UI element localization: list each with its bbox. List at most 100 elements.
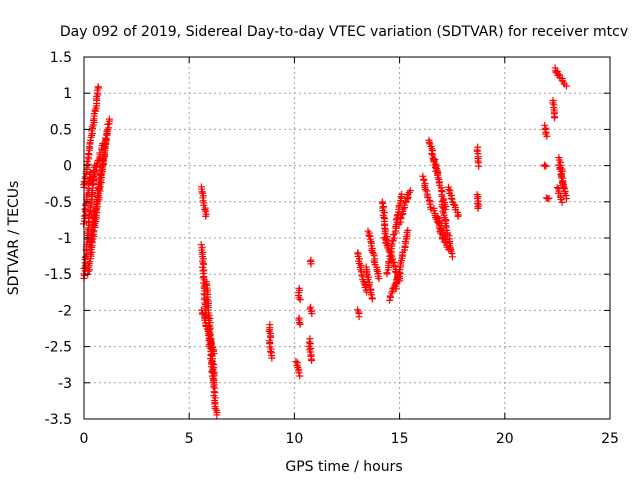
y-tick-label: 0 [63, 159, 72, 175]
data-point [553, 184, 561, 192]
data-point [541, 161, 549, 169]
x-tick-label: 0 [80, 431, 89, 447]
data-point [428, 150, 436, 158]
data-point [81, 173, 89, 181]
data-point [474, 157, 482, 165]
data-point [201, 206, 209, 214]
data-point [475, 201, 483, 209]
data-point [200, 260, 208, 268]
data-point [295, 319, 303, 327]
data-point [81, 253, 89, 261]
data-point [99, 140, 107, 148]
data-point [563, 195, 571, 203]
data-point [87, 136, 95, 144]
data-point [91, 167, 99, 175]
y-tick-label: -2 [58, 303, 72, 319]
data-point [292, 357, 300, 365]
data-point [557, 171, 565, 179]
data-point [295, 369, 303, 377]
x-tick-label: 20 [496, 431, 514, 447]
data-point [99, 161, 107, 169]
data-point [91, 209, 99, 217]
y-tick-label: 0.5 [50, 122, 72, 138]
data-point [454, 212, 462, 220]
data-point [213, 411, 221, 419]
axis-ticks: 0 5 10 15 20 25 -3.5 -3 -2.5 -2 -1.5 -1 -0.5 0 0.5 1 1.5 [45, 50, 619, 447]
data-point [209, 383, 217, 391]
y-axis-label: SDTVAR / TECUs [6, 181, 22, 296]
data-point [433, 218, 441, 226]
data-point [448, 253, 456, 261]
grid [84, 57, 610, 419]
data-point [404, 226, 412, 234]
data-point [424, 194, 432, 202]
data-point [475, 162, 483, 170]
data-point [435, 224, 443, 232]
data-point [308, 356, 316, 364]
data-point [560, 183, 568, 191]
x-tick-label: 25 [601, 431, 619, 447]
data-point [105, 115, 113, 123]
x-tick-label: 15 [391, 431, 409, 447]
data-point [267, 333, 275, 341]
data-point [104, 120, 112, 128]
y-tick-label: -2.5 [45, 340, 72, 356]
data-point [355, 313, 363, 321]
data-point [368, 291, 376, 299]
data-point [94, 157, 102, 165]
data-point [375, 275, 383, 283]
data-point [365, 231, 373, 239]
data-point [103, 130, 111, 138]
data-point [386, 292, 394, 300]
data-point [431, 213, 439, 221]
data-point [474, 204, 482, 212]
data-point [296, 320, 304, 328]
data-point [85, 150, 93, 158]
data-points [80, 64, 571, 419]
data-point [419, 172, 427, 180]
data-point [86, 258, 94, 266]
data-point [205, 322, 213, 330]
data-point [89, 172, 97, 180]
y-tick-label: -1 [58, 231, 72, 247]
data-point [390, 234, 398, 242]
y-tick-label: -1.5 [45, 267, 72, 283]
y-tick-label: 1.5 [50, 50, 72, 66]
data-point [543, 132, 551, 140]
data-point [369, 248, 377, 256]
data-point [368, 295, 376, 303]
data-point [202, 212, 210, 220]
data-point [447, 194, 455, 202]
data-point [551, 114, 559, 122]
y-tick-label: -3.5 [45, 412, 72, 428]
data-point [558, 198, 566, 206]
data-point [545, 194, 553, 202]
data-point [427, 205, 435, 213]
data-point [94, 83, 102, 91]
data-point [84, 160, 92, 168]
data-point [438, 203, 446, 211]
data-point [554, 69, 562, 77]
chart-title: Day 092 of 2019, Sidereal Day-to-day VTE… [60, 24, 628, 40]
data-point [98, 164, 106, 172]
data-point [296, 296, 304, 304]
y-tick-label: -3 [58, 376, 72, 392]
data-point [558, 174, 566, 182]
data-point [211, 405, 219, 413]
data-point [87, 235, 95, 243]
data-point [398, 190, 406, 198]
y-tick-label: 1 [63, 86, 72, 102]
data-point [102, 134, 110, 142]
x-tick-label: 5 [185, 431, 194, 447]
data-point [296, 372, 304, 380]
data-point [542, 162, 550, 170]
data-point [380, 234, 388, 242]
data-point [406, 187, 414, 195]
data-point [392, 216, 400, 224]
x-tick-label: 10 [285, 431, 303, 447]
data-point [308, 310, 316, 318]
data-point [558, 76, 566, 84]
data-point [395, 269, 403, 277]
